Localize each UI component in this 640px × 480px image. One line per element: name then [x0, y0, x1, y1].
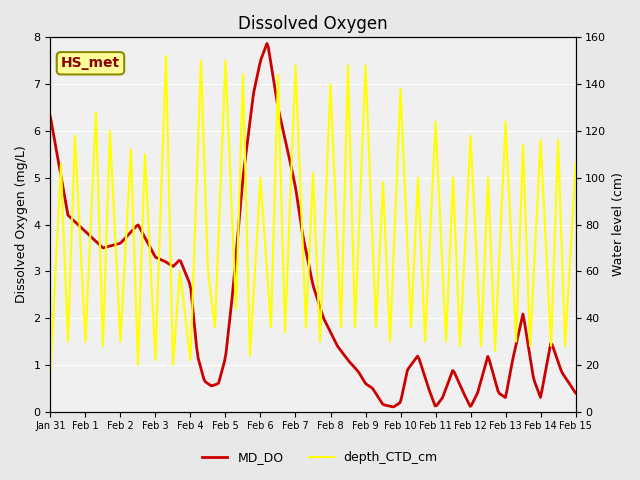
Y-axis label: Dissolved Oxygen (mg/L): Dissolved Oxygen (mg/L): [15, 145, 28, 303]
Title: Dissolved Oxygen: Dissolved Oxygen: [238, 15, 388, 33]
Legend: MD_DO, depth_CTD_cm: MD_DO, depth_CTD_cm: [197, 446, 443, 469]
Y-axis label: Water level (cm): Water level (cm): [612, 173, 625, 276]
Text: HS_met: HS_met: [61, 56, 120, 70]
